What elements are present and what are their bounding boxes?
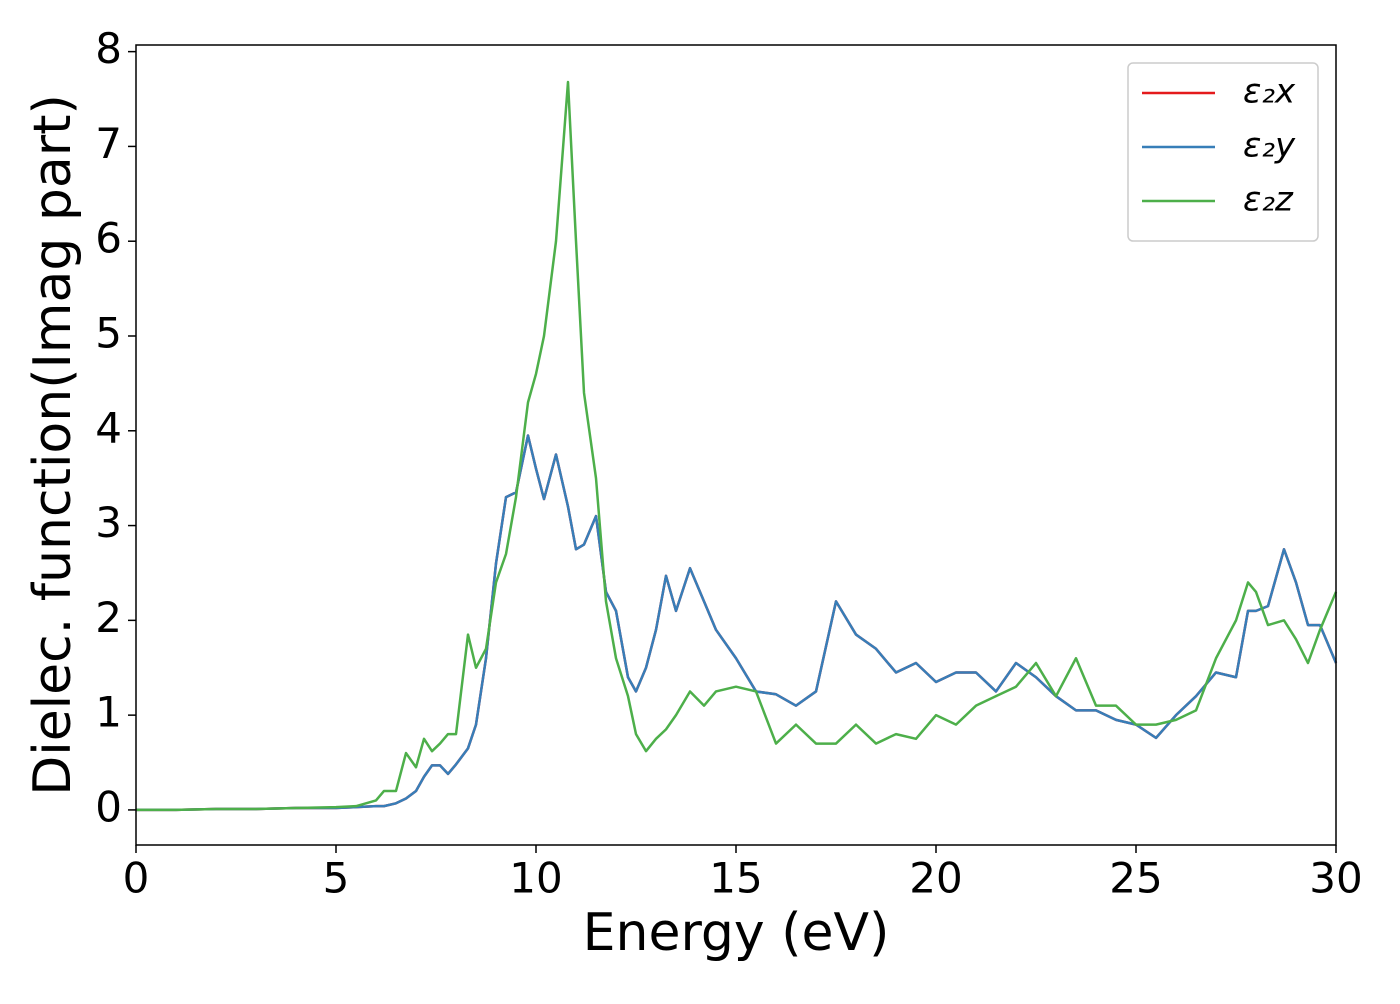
y-tick-label: 2 [95, 593, 122, 642]
y-axis-label: Dielec. function(Imag part) [23, 94, 83, 796]
series-line [136, 80, 1338, 812]
plot-frame [135, 44, 1337, 846]
x-axis-label: Energy (eV) [583, 903, 890, 963]
y-tick-label: 3 [95, 498, 122, 547]
legend-label: ε₂y [1243, 126, 1296, 166]
x-tick-label: 20 [909, 854, 962, 903]
y-tick-label: 4 [95, 403, 122, 452]
x-tick-label: 25 [1109, 854, 1162, 903]
x-tick-label: 5 [323, 854, 350, 903]
legend-label: ε₂z [1243, 180, 1294, 220]
y-tick-label: 5 [95, 308, 122, 357]
series-line [136, 434, 1338, 812]
x-tick-label: 15 [709, 854, 762, 903]
x-tick-label: 30 [1309, 854, 1362, 903]
series-line [136, 434, 1338, 812]
y-tick-label: 8 [95, 24, 122, 73]
y-tick-label: 7 [95, 119, 122, 168]
x-tick-label: 10 [509, 854, 562, 903]
y-tick-label: 1 [95, 688, 122, 737]
legend-label: ε₂x [1243, 72, 1296, 112]
y-tick-label: 0 [95, 782, 122, 831]
legend-box [1127, 62, 1319, 242]
y-tick-label: 6 [95, 214, 122, 263]
x-tick-label: 0 [123, 854, 150, 903]
